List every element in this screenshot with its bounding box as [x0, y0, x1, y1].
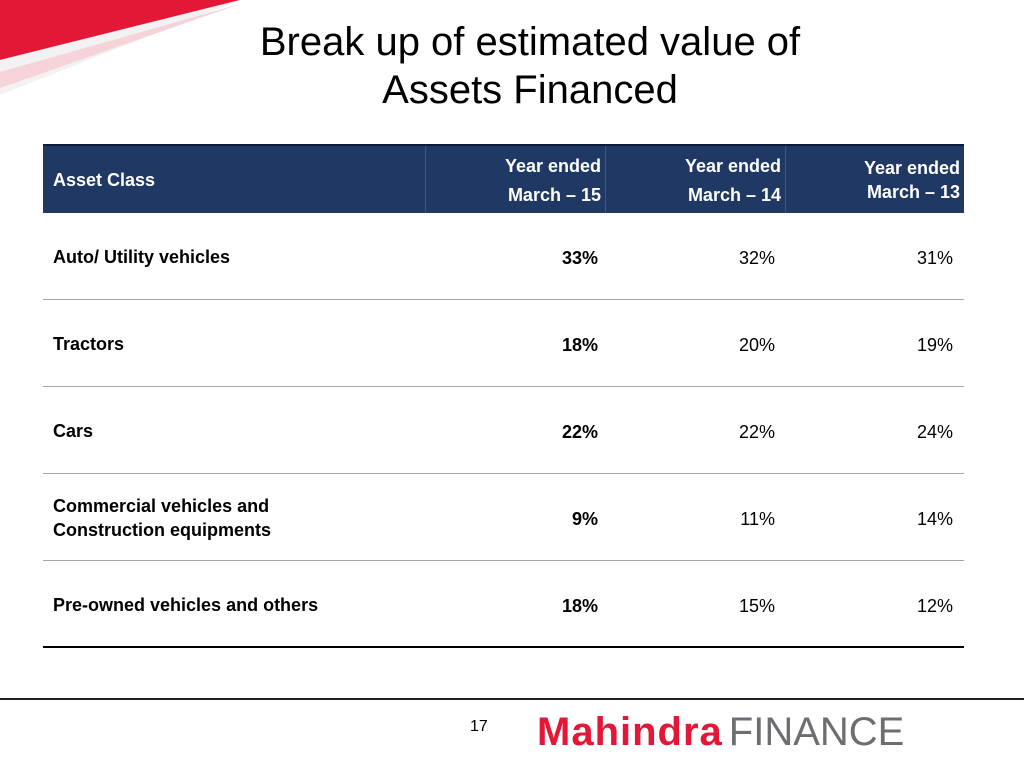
logo-word-finance: FINANCE — [728, 710, 905, 754]
asset-class-name: Auto/ Utility vehicles — [53, 247, 231, 267]
table-row: Commercial vehicles and Construction equ… — [43, 474, 964, 561]
header-fy13: Year ended March – 13 — [786, 146, 964, 213]
header-fy14: Year ended March – 14 — [606, 146, 786, 213]
corner-decoration — [0, 0, 240, 95]
value-fy14: 15% — [738, 596, 775, 616]
title-line-2: Assets Financed — [382, 68, 678, 112]
page-number: 17 — [470, 718, 488, 735]
header-fy15-line2: March – 15 — [507, 185, 601, 205]
header-fy13-line1: Year ended — [863, 158, 960, 178]
assets-table: Asset Class Year ended March – 15 Year e… — [43, 144, 964, 648]
asset-class-name: Commercial vehicles and Construction equ… — [53, 494, 383, 542]
asset-class-name: Pre-owned vehicles and others — [53, 595, 319, 615]
value-fy14: 32% — [738, 248, 775, 268]
asset-class-name: Tractors — [53, 334, 125, 354]
header-fy14-line2: March – 14 — [687, 185, 781, 205]
header-fy13-line2: March – 13 — [866, 182, 960, 202]
value-fy13: 14% — [916, 509, 953, 529]
table-header: Asset Class Year ended March – 15 Year e… — [43, 144, 964, 213]
value-fy15: 9% — [571, 509, 598, 529]
header-asset-class: Asset Class — [43, 146, 426, 213]
asset-class-name-line2: Construction equipments — [53, 520, 272, 540]
footer-divider — [0, 698, 1024, 700]
asset-class-name: Cars — [53, 421, 94, 441]
page-title: Break up of estimated value of Assets Fi… — [120, 18, 940, 114]
header-fy15: Year ended March – 15 — [426, 146, 606, 213]
table-row: Cars 22% 22% 24% — [43, 387, 964, 474]
header-fy14-line1: Year ended — [684, 156, 781, 176]
logo-word-mahindra: Mahindra — [537, 710, 723, 754]
mahindra-finance-logo: Mahindra FINANCE — [537, 712, 904, 752]
value-fy13: 24% — [916, 422, 953, 442]
table-row: Pre-owned vehicles and others 18% 15% 12… — [43, 561, 964, 648]
title-line-1: Break up of estimated value of — [259, 20, 801, 64]
value-fy14: 11% — [740, 509, 775, 529]
value-fy15: 18% — [561, 335, 598, 355]
header-fy15-line1: Year ended — [504, 156, 601, 176]
value-fy13: 19% — [916, 335, 953, 355]
value-fy14: 22% — [738, 422, 775, 442]
value-fy13: 31% — [916, 248, 953, 268]
value-fy13: 12% — [916, 596, 953, 616]
value-fy15: 33% — [561, 248, 598, 268]
asset-class-name-line1: Commercial vehicles and — [53, 496, 270, 516]
value-fy15: 18% — [561, 596, 598, 616]
table-row: Auto/ Utility vehicles 33% 32% 31% — [43, 213, 964, 300]
value-fy15: 22% — [561, 422, 598, 442]
value-fy14: 20% — [738, 335, 775, 355]
table-row: Tractors 18% 20% 19% — [43, 300, 964, 387]
